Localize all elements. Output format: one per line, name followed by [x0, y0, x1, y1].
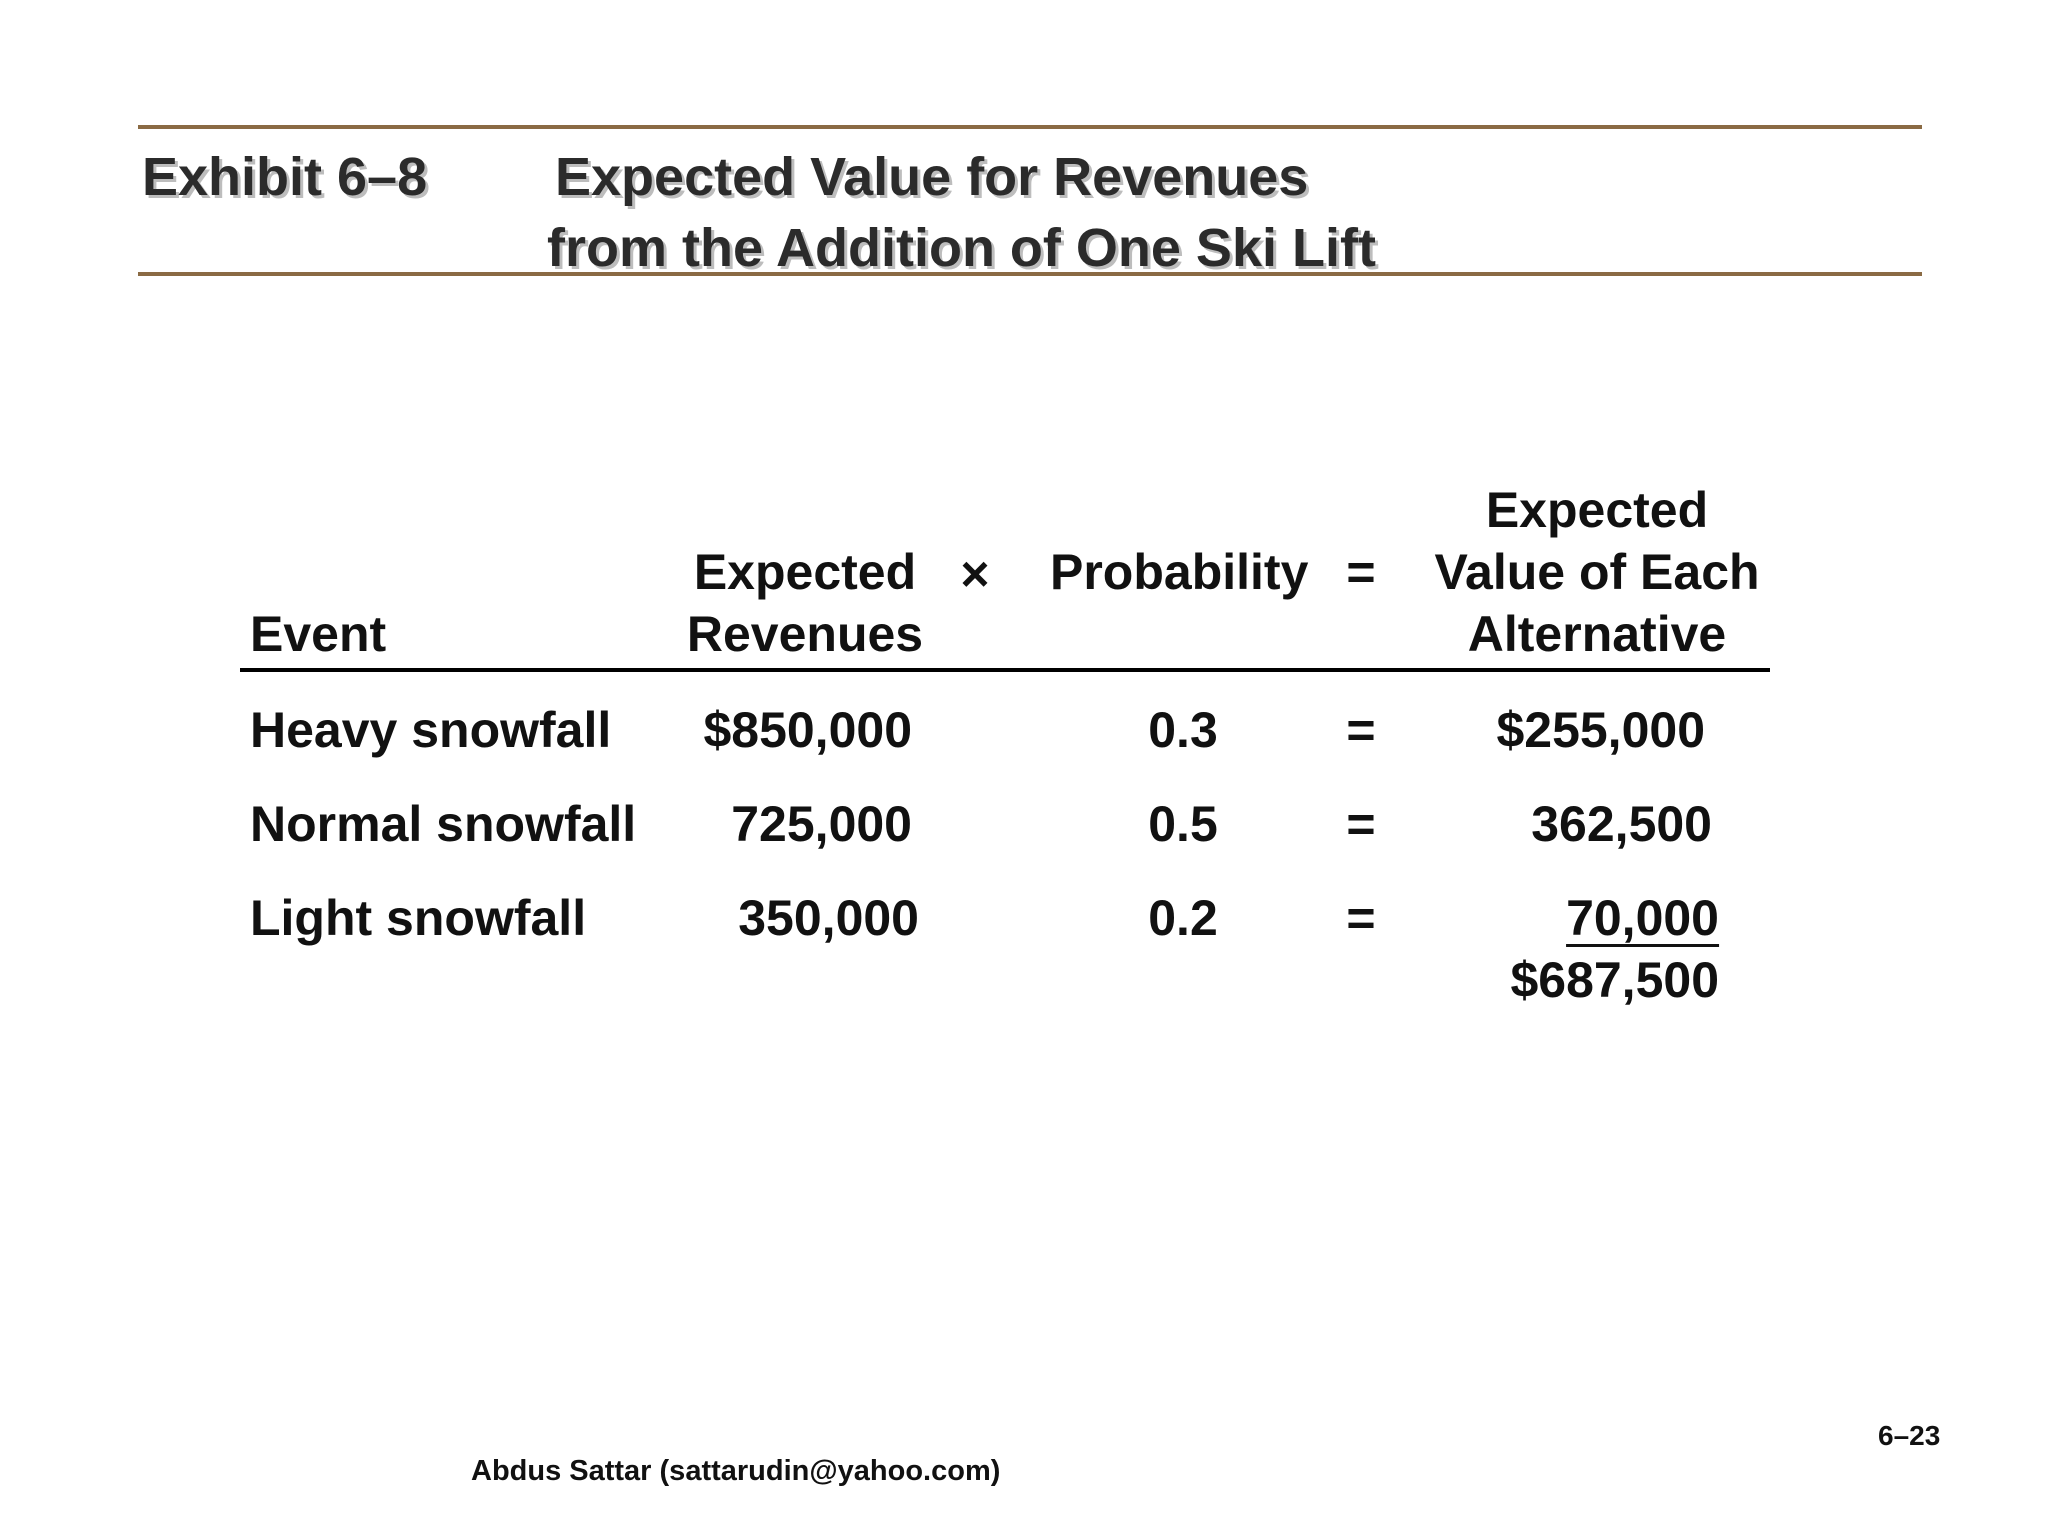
table-header-rule — [240, 668, 1770, 672]
row-equals-sign: = — [1346, 796, 1376, 852]
row-event: Heavy snowfall — [250, 702, 612, 758]
row-expected-value: $255,000 — [1496, 702, 1705, 758]
row-probability: 0.3 — [1148, 702, 1218, 758]
row-expected-value: 70,000 — [1566, 890, 1719, 947]
header-probability: Probability — [1050, 544, 1309, 600]
row-expected-value: 362,500 — [1531, 796, 1712, 852]
header-times-sign: × — [960, 546, 990, 602]
title-bottom-rule — [138, 272, 1922, 276]
total-expected-value: $687,500 — [1510, 952, 1719, 1008]
exhibit-label: Exhibit 6–8 — [142, 147, 428, 207]
row-revenue: 725,000 — [731, 796, 912, 852]
title-top-rule — [138, 125, 1922, 129]
header-expected-value-line-1: Expected — [1485, 482, 1709, 538]
slide-number: 6–23 — [1878, 1420, 1941, 1451]
row-revenue: 350,000 — [738, 890, 919, 946]
row-probability: 0.2 — [1148, 890, 1218, 946]
row-event: Light snowfall — [250, 890, 587, 946]
author-footer: Abdus Sattar (sattarudin@yahoo.com) — [471, 1455, 1001, 1487]
row-probability: 0.5 — [1148, 796, 1218, 852]
row-equals-sign: = — [1346, 702, 1376, 758]
row-revenue: $850,000 — [703, 702, 912, 758]
header-expected-value-line-3: Alternative — [1467, 606, 1727, 662]
row-equals-sign: = — [1346, 890, 1376, 946]
header-expected-revenues-line-2: Revenues — [686, 606, 924, 662]
header-event: Event — [250, 606, 387, 662]
header-equals-sign: = — [1346, 544, 1376, 600]
exhibit-title-line-2: from the Addition of One Ski Lift — [547, 218, 1376, 278]
row-event: Normal snowfall — [250, 796, 637, 852]
exhibit-title-line-1: Expected Value for Revenues — [555, 147, 1309, 207]
header-expected-value-line-2: Value of Each — [1434, 544, 1760, 600]
header-expected-revenues-line-1: Expected — [693, 544, 917, 600]
